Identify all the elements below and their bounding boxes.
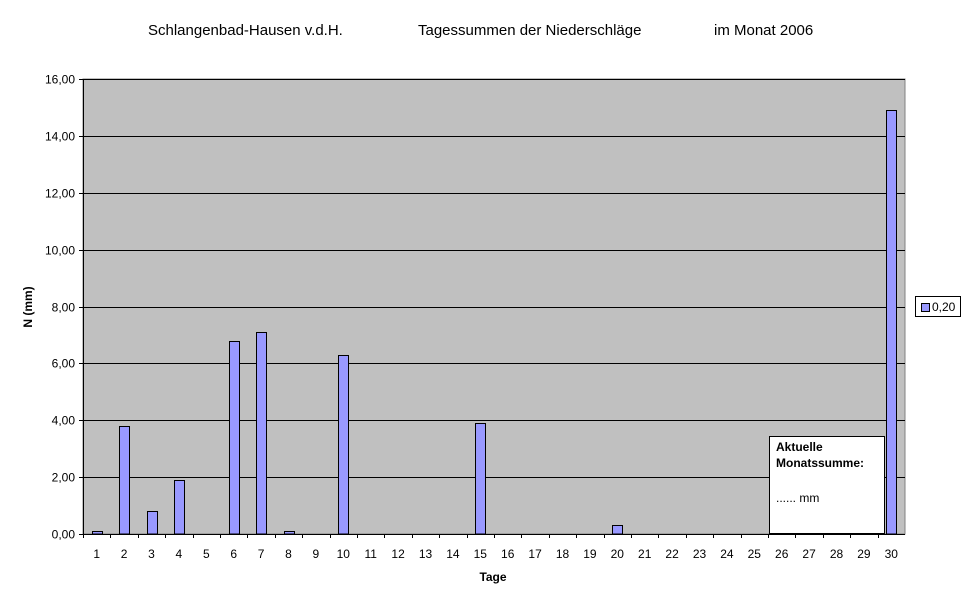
- x-tick-label: 24: [720, 547, 734, 561]
- x-axis-title: Tage: [479, 570, 506, 584]
- chart-title-location: Schlangenbad-Hausen v.d.H.: [148, 22, 343, 39]
- x-tick-label: 19: [583, 547, 597, 561]
- y-tick-label: 6,00: [52, 357, 76, 371]
- x-tick-label: 8: [285, 547, 292, 561]
- y-axis-title: N (mm): [21, 286, 35, 327]
- legend-swatch: [921, 303, 930, 312]
- y-tick-label: 8,00: [52, 301, 76, 315]
- x-tick-label: 26: [775, 547, 789, 561]
- x-tick-label: 13: [419, 547, 433, 561]
- x-tick-label: 25: [748, 547, 762, 561]
- y-tick-label: 14,00: [45, 130, 75, 144]
- bar: [284, 531, 295, 535]
- chart-legend: 0,20: [915, 296, 961, 317]
- bar: [174, 480, 185, 535]
- bar: [92, 531, 103, 535]
- x-tick-label: 22: [665, 547, 679, 561]
- y-tick-label: 0,00: [52, 528, 76, 542]
- x-tick-label: 9: [313, 547, 320, 561]
- monthly-total-heading: Aktuelle: [776, 440, 823, 454]
- chart-title-period: im Monat 2006: [714, 22, 814, 39]
- bar: [256, 332, 267, 535]
- x-tick-label: 29: [857, 547, 871, 561]
- bar: [119, 426, 130, 535]
- x-tick-label: 30: [885, 547, 899, 561]
- bar: [886, 110, 897, 535]
- x-tick-label: 15: [474, 547, 488, 561]
- chart-title-subject: Tagessummen der Niederschläge: [418, 22, 642, 39]
- x-tick-label: 2: [121, 547, 128, 561]
- x-tick-label: 3: [148, 547, 155, 561]
- y-tick-label: 4,00: [52, 414, 76, 428]
- chart-title: Schlangenbad-Hausen v.d.H. Tagessummen d…: [0, 22, 970, 42]
- x-tick-label: 4: [176, 547, 183, 561]
- x-tick-label: 11: [364, 547, 377, 561]
- y-tick-label: 2,00: [52, 471, 76, 485]
- x-tick-label: 27: [802, 547, 816, 561]
- x-tick-label: 17: [528, 547, 542, 561]
- x-tick-label: 10: [337, 547, 351, 561]
- bar: [612, 525, 623, 535]
- bar: [229, 341, 240, 535]
- monthly-total-value: ...... mm: [776, 491, 820, 505]
- legend-label: 0,20: [932, 300, 956, 314]
- x-tick-label: 20: [611, 547, 625, 561]
- x-tick-label: 6: [230, 547, 237, 561]
- monthly-total-box: Aktuelle Monatssumme: ...... mm: [769, 436, 885, 534]
- x-tick-label: 21: [638, 547, 652, 561]
- bar: [338, 355, 349, 535]
- monthly-total-subheading: Monatssumme:: [776, 456, 865, 470]
- x-tick-label: 12: [391, 547, 405, 561]
- x-tick-label: 5: [203, 547, 210, 561]
- x-tick-label: 23: [693, 547, 707, 561]
- y-tick-label: 16,00: [45, 73, 75, 87]
- x-tick-label: 16: [501, 547, 515, 561]
- bar: [147, 511, 158, 535]
- x-tick-label: 7: [258, 547, 265, 561]
- y-tick-label: 12,00: [45, 187, 75, 201]
- bar: [475, 423, 486, 535]
- plot-area: [82, 78, 906, 535]
- x-tick-label: 14: [446, 547, 460, 561]
- x-tick-label: 18: [556, 547, 570, 561]
- x-tick-label: 28: [830, 547, 844, 561]
- x-tick-label: 1: [93, 547, 100, 561]
- y-tick-label: 10,00: [45, 244, 75, 258]
